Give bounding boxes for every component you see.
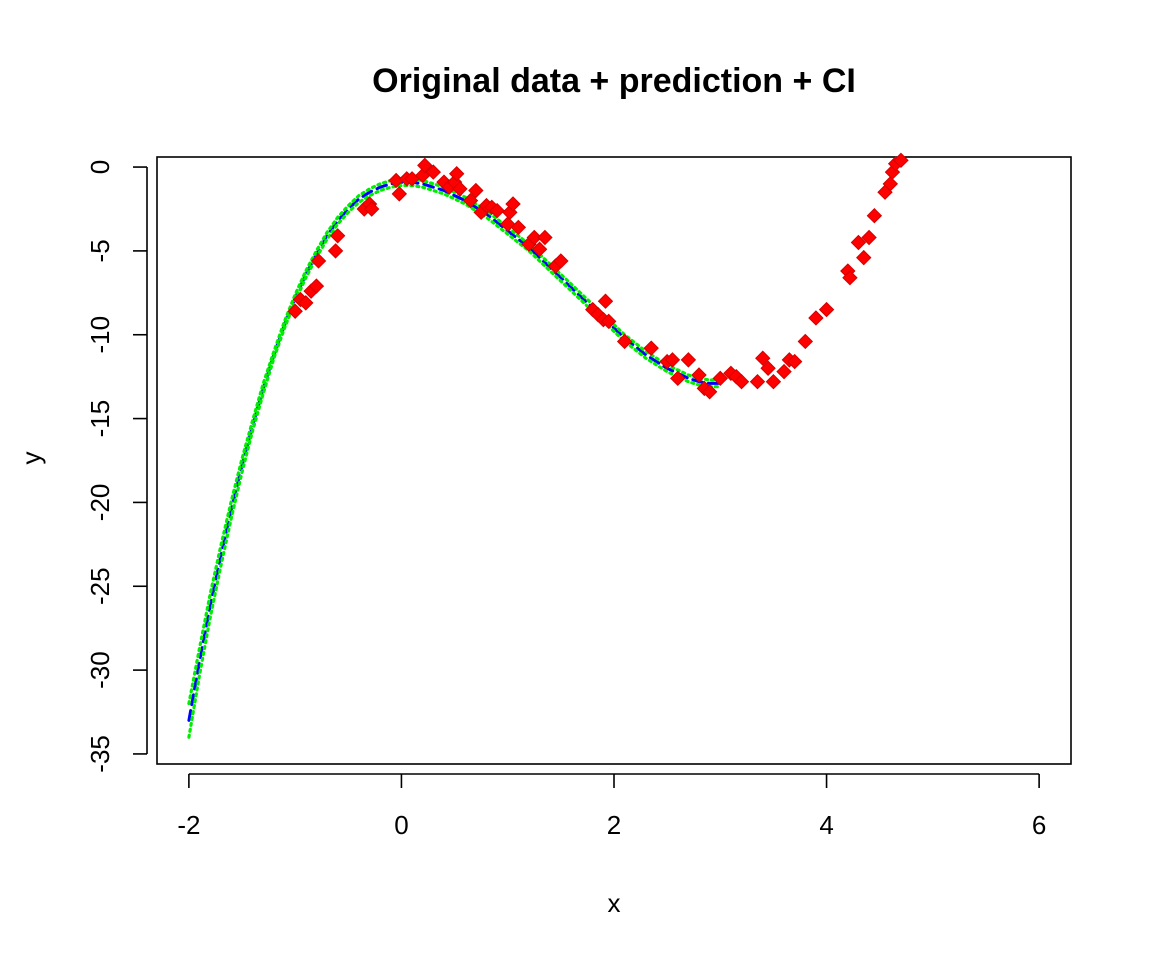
- y-axis-label: y: [16, 452, 46, 465]
- data-point: [462, 192, 479, 209]
- data-point: [670, 370, 686, 387]
- x-tick-label: -2: [177, 810, 200, 840]
- y-tick-label: -15: [85, 400, 115, 438]
- y-axis: 0 -5 -10 -15 -20 -25 -30 -35: [85, 160, 148, 773]
- data-point: [808, 310, 824, 326]
- lines-layer: [187, 177, 722, 739]
- y-tick-label: -5: [85, 239, 115, 262]
- data-point: [755, 350, 771, 366]
- data-point: [505, 196, 521, 212]
- data-point: [861, 229, 877, 246]
- ci-line-2: [187, 183, 722, 739]
- data-point: [797, 333, 814, 350]
- data-point: [712, 370, 728, 387]
- data-point: [643, 340, 659, 356]
- data-point: [363, 201, 380, 217]
- data-point: [882, 176, 899, 192]
- data-point: [749, 373, 766, 390]
- data-point: [500, 216, 516, 232]
- data-point: [680, 352, 697, 368]
- chart-title: Original data + prediction + CI: [372, 62, 856, 100]
- data-point: [391, 186, 408, 202]
- data-point: [786, 353, 803, 370]
- plot-frame: [156, 156, 1072, 765]
- x-axis-label: x: [608, 888, 621, 918]
- x-tick-label: 4: [819, 810, 833, 840]
- data-point: [329, 228, 346, 244]
- ci-line-3: [187, 177, 722, 706]
- data-point: [701, 384, 718, 400]
- y-tick-label: -35: [85, 735, 115, 773]
- data-point: [310, 253, 327, 269]
- data-point: [452, 181, 468, 197]
- data-point: [893, 152, 909, 169]
- data-point: [425, 164, 442, 180]
- data-point: [842, 270, 858, 286]
- y-tick-label: -20: [85, 484, 115, 522]
- data-point: [417, 157, 433, 174]
- y-tick-label: -10: [85, 316, 115, 354]
- prediction-line: [187, 180, 722, 722]
- data-point: [733, 373, 750, 390]
- y-tick-label: -25: [85, 567, 115, 605]
- data-point: [760, 360, 776, 376]
- data-point: [489, 202, 505, 219]
- data-point: [531, 241, 548, 257]
- points-layer: [287, 152, 909, 400]
- data-point: [818, 301, 835, 318]
- y-tick-label: -30: [85, 651, 115, 689]
- data-point: [597, 293, 614, 309]
- data-point: [298, 295, 314, 311]
- x-tick-label: 2: [607, 810, 621, 840]
- data-point: [600, 313, 617, 330]
- data-point: [553, 253, 569, 269]
- data-point: [537, 229, 553, 246]
- x-tick-label: 6: [1032, 810, 1046, 840]
- data-point: [448, 166, 465, 182]
- data-point: [526, 229, 542, 246]
- data-point: [616, 333, 633, 350]
- x-axis: -2 0 2 4 6: [177, 773, 1046, 840]
- data-point: [776, 363, 792, 380]
- y-tick-label: 0: [85, 160, 115, 174]
- data-point: [765, 373, 782, 390]
- data-point: [468, 182, 484, 199]
- data-point: [850, 234, 867, 251]
- x-tick-label: 0: [394, 810, 408, 840]
- data-point: [327, 243, 344, 259]
- data-point: [691, 367, 707, 383]
- data-point: [287, 303, 303, 319]
- data-point: [856, 249, 872, 266]
- data-point: [308, 278, 325, 294]
- data-point: [664, 352, 681, 368]
- data-point: [510, 219, 527, 236]
- data-point: [866, 207, 883, 224]
